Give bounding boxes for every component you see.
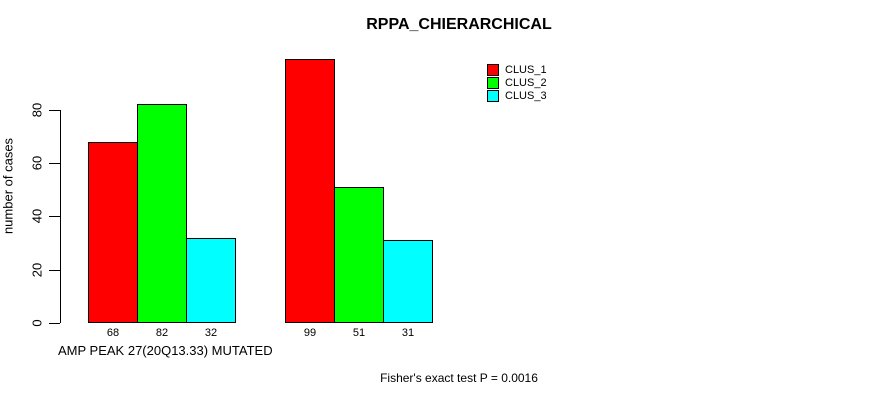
legend-item-clus-3: CLUS_3	[487, 90, 547, 102]
y-tick-label: 40	[29, 209, 45, 224]
footnote-pvalue: Fisher's exact test P = 0.0016	[380, 371, 538, 385]
y-tick	[49, 323, 60, 324]
legend-swatch-clus-2	[487, 77, 499, 89]
x-axis-label: AMP PEAK 27(20Q13.33) MUTATED	[58, 343, 273, 358]
y-tick-label: 0	[29, 319, 45, 327]
legend-label-clus-1: CLUS_1	[505, 64, 547, 76]
y-tick-label: 60	[29, 155, 45, 171]
bar-clus_2-group1	[137, 104, 187, 323]
bar-clus_1-group2	[285, 59, 335, 323]
y-tick	[49, 109, 60, 111]
legend-label-clus-2: CLUS_2	[505, 77, 547, 89]
bar-clus_3-group1	[186, 238, 236, 323]
bar-clus_1-group1	[88, 142, 138, 323]
y-tick	[49, 216, 60, 218]
bar-value-label: 82	[155, 327, 169, 339]
y-tick-label: 20	[29, 262, 45, 277]
bar-clus_3-group2	[383, 240, 433, 323]
legend-item-clus-1: CLUS_1	[487, 64, 547, 76]
bar-value-label: 51	[352, 327, 366, 339]
y-tick	[49, 163, 60, 165]
bar-clus_2-group2	[334, 187, 384, 323]
bar-value-label: 32	[204, 327, 218, 339]
bar-value-label: 31	[401, 327, 415, 339]
legend-item-clus-2: CLUS_2	[487, 77, 547, 89]
y-tick-label: 80	[29, 102, 45, 117]
chart-title: RPPA_CHIERARCHICAL	[366, 16, 552, 33]
legend-swatch-clus-3	[487, 90, 499, 102]
y-axis-label: number of cases	[0, 137, 16, 235]
y-axis-line	[60, 109, 61, 323]
bar-value-label: 99	[303, 327, 317, 339]
legend-label-clus-3: CLUS_3	[505, 90, 547, 102]
y-tick	[49, 269, 60, 271]
bar-value-label: 68	[106, 327, 120, 339]
legend-swatch-clus-1	[487, 64, 499, 76]
legend: CLUS_1 CLUS_2 CLUS_3	[487, 64, 547, 103]
